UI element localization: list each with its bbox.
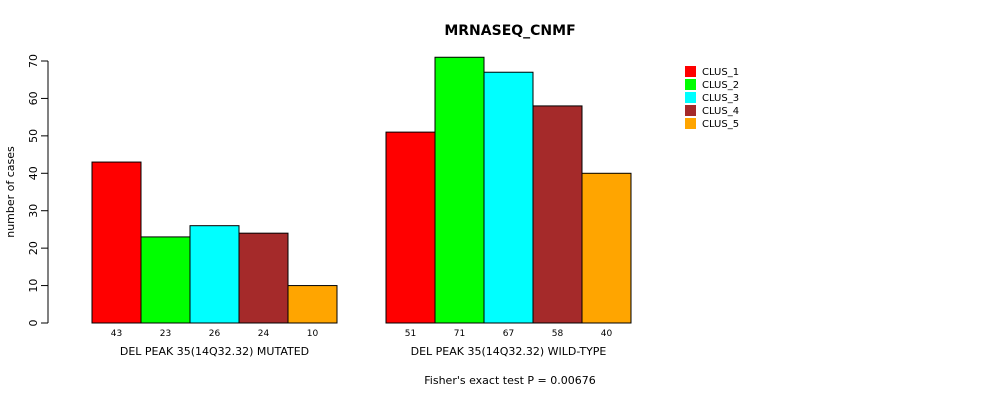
- legend-swatch: [685, 118, 696, 129]
- bar-count-label: 10: [307, 329, 319, 339]
- y-axis: 0 10 20 30 40 50 60 70: [27, 54, 49, 327]
- legend-label: CLUS_2: [702, 80, 739, 91]
- y-tick-label: 40: [27, 166, 40, 180]
- legend-label: CLUS_1: [702, 67, 739, 78]
- fisher-test-footnote: Fisher's exact test P = 0.00676: [424, 374, 595, 387]
- legend-label: CLUS_5: [702, 119, 739, 130]
- chart-title: MRNASEQ_CNMF: [444, 23, 575, 39]
- legend: CLUS_1 CLUS_2 CLUS_3 CLUS_4 CLUS_5: [685, 66, 739, 130]
- bar-count-label: 51: [405, 329, 416, 339]
- legend-label: CLUS_4: [702, 106, 739, 117]
- bar-clus-3: [189, 225, 240, 324]
- bar-count-label: 43: [111, 329, 122, 339]
- group-label: DEL PEAK 35(14Q32.32) MUTATED: [120, 345, 309, 358]
- bar-count-labels: 43 23 26 24 10 51 71 67 58 40: [111, 329, 613, 339]
- bar-count-label: 58: [552, 329, 564, 339]
- y-tick-label: 50: [27, 129, 40, 143]
- bar-count-label: 71: [454, 329, 465, 339]
- bar-clus-4: [532, 105, 583, 324]
- bar-count-label: 26: [209, 329, 221, 339]
- bar-clus-3: [483, 71, 534, 324]
- y-tick-label: 0: [27, 320, 40, 327]
- legend-swatch: [685, 66, 696, 77]
- bar-count-label: 23: [160, 329, 171, 339]
- y-tick-label: 30: [27, 204, 40, 218]
- legend-swatch: [685, 92, 696, 103]
- bar-count-label: 67: [503, 329, 514, 339]
- bar-clus-2: [140, 236, 191, 324]
- y-tick-label: 70: [27, 54, 40, 68]
- y-axis-label: number of cases: [4, 146, 17, 238]
- bar-clus-2: [434, 56, 485, 324]
- y-tick-label: 20: [27, 241, 40, 255]
- group-label: DEL PEAK 35(14Q32.32) WILD-TYPE: [411, 345, 607, 358]
- bar-clus-1: [385, 131, 436, 324]
- bar-clus-1: [91, 161, 142, 324]
- bars: [91, 56, 632, 324]
- bar-clus-5: [287, 285, 338, 324]
- y-tick-label: 10: [27, 279, 40, 293]
- legend-swatch: [685, 105, 696, 116]
- legend-label: CLUS_3: [702, 93, 739, 104]
- bar-count-label: 40: [601, 329, 613, 339]
- legend-swatch: [685, 79, 696, 90]
- bar-count-label: 24: [258, 329, 270, 339]
- bar-clus-5: [581, 172, 632, 324]
- y-tick-label: 60: [27, 91, 40, 105]
- bar-clus-4: [238, 232, 289, 324]
- group-labels: DEL PEAK 35(14Q32.32) MUTATED DEL PEAK 35…: [120, 345, 607, 358]
